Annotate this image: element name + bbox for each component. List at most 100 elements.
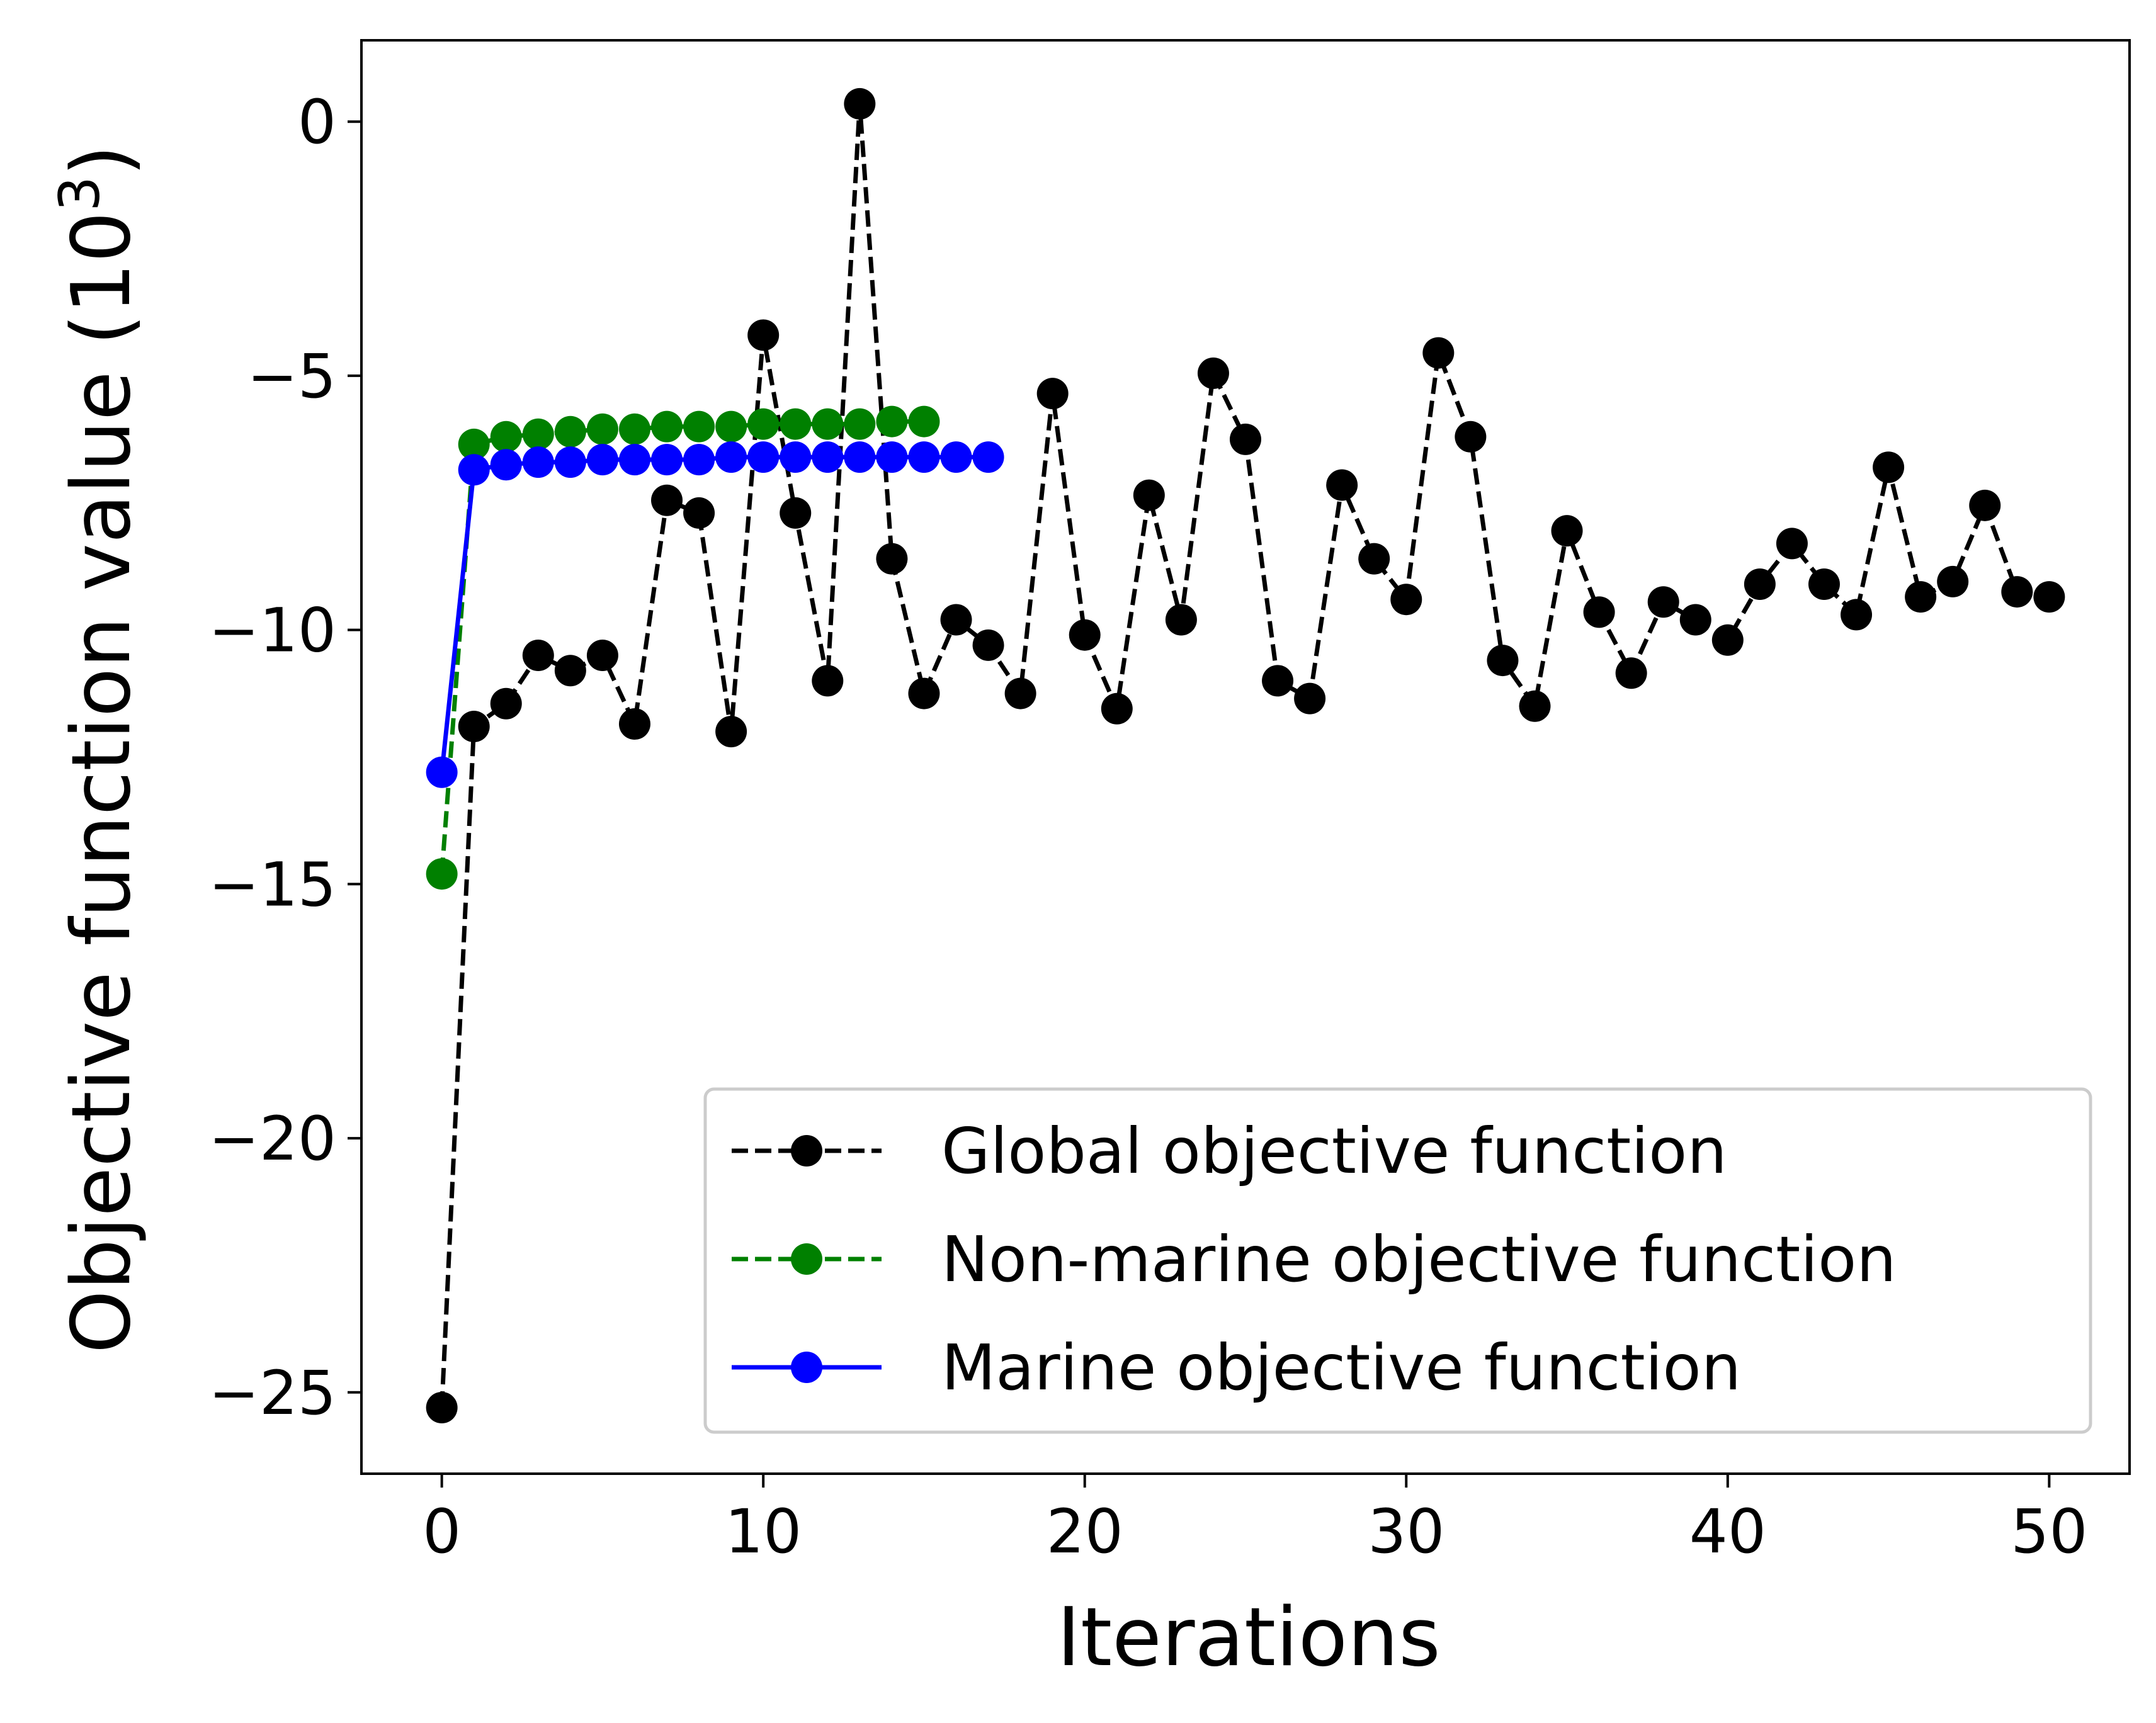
legend-entry: Global objective function	[732, 1114, 1727, 1188]
data-point	[1004, 677, 1036, 709]
data-point	[1969, 489, 2001, 521]
data-point	[844, 441, 876, 473]
y-tick-label: −20	[208, 1104, 336, 1174]
data-point	[780, 441, 812, 473]
data-point	[747, 441, 780, 473]
data-point	[1711, 624, 1744, 656]
data-point	[780, 497, 812, 529]
data-point	[1487, 645, 1519, 677]
data-point	[426, 756, 458, 788]
data-point	[651, 484, 683, 516]
y-tick-label: −25	[208, 1358, 336, 1428]
legend: Global objective function Non-marine obje…	[703, 1087, 2092, 1434]
data-point	[1551, 515, 1583, 547]
y-axis-label-superscript: 3	[47, 176, 112, 212]
data-point	[586, 413, 618, 445]
data-point	[1583, 596, 1615, 628]
data-point	[1262, 665, 1294, 697]
data-point	[490, 687, 522, 720]
x-tick-label: 40	[1689, 1496, 1766, 1567]
data-point	[1101, 692, 1133, 725]
data-point	[683, 497, 715, 529]
data-point	[651, 444, 683, 476]
series-line	[440, 419, 924, 874]
series-2	[426, 405, 940, 890]
data-point	[522, 640, 554, 672]
legend-label: Non-marine objective function	[941, 1223, 1897, 1296]
data-point	[780, 408, 812, 440]
y-tick-label: −15	[208, 849, 336, 920]
y-axis-label-text: Objective function value (10	[55, 212, 149, 1353]
data-point	[522, 418, 554, 450]
data-point	[1165, 604, 1197, 636]
x-axis-ticks: 0 10 20 30 40 50	[423, 1474, 2087, 1567]
data-point	[1937, 565, 1969, 597]
data-point	[554, 446, 586, 478]
data-point	[458, 711, 490, 743]
data-point	[586, 640, 618, 672]
legend-entry: Non-marine objective function	[732, 1223, 1897, 1296]
data-point	[651, 410, 683, 443]
data-point	[618, 413, 650, 445]
data-point	[876, 543, 908, 575]
data-point	[554, 415, 586, 448]
data-point	[908, 405, 940, 438]
legend-entry: Marine objective function	[732, 1331, 1741, 1404]
data-point	[490, 449, 522, 481]
data-point	[940, 604, 972, 636]
data-point	[1422, 337, 1455, 369]
data-point	[683, 410, 715, 443]
y-tick-label: −5	[247, 341, 336, 412]
data-point	[1905, 581, 1937, 613]
data-point	[1358, 543, 1390, 575]
data-point	[618, 708, 650, 740]
data-point	[683, 444, 715, 476]
x-tick-label: 50	[2011, 1496, 2087, 1567]
data-point	[747, 319, 780, 351]
data-point	[1133, 479, 1165, 511]
data-point	[490, 421, 522, 453]
data-point	[2001, 576, 2033, 608]
data-point	[1069, 619, 1101, 651]
data-point	[908, 677, 940, 709]
y-axis-label-close: )	[55, 145, 149, 176]
legend-label: Marine objective function	[941, 1331, 1741, 1404]
data-point	[522, 446, 554, 478]
data-point	[908, 441, 940, 473]
legend-marker	[791, 1352, 822, 1383]
data-point	[1744, 568, 1776, 600]
data-point	[972, 441, 1004, 473]
data-point	[812, 408, 844, 440]
series-3	[426, 441, 1004, 788]
data-point	[1873, 451, 1905, 483]
data-point	[1615, 657, 1647, 689]
y-tick-label: 0	[298, 87, 336, 157]
data-point	[1036, 378, 1069, 410]
x-axis-label: Iterations	[1057, 1591, 1441, 1685]
legend-label: Global objective function	[941, 1114, 1727, 1188]
data-point	[586, 444, 618, 476]
series-1	[426, 88, 2065, 1424]
data-point	[876, 405, 908, 438]
data-point	[1230, 423, 1261, 455]
legend-marker	[791, 1135, 822, 1167]
data-point	[1841, 599, 1873, 631]
data-point	[1519, 690, 1551, 722]
legend-marker	[791, 1243, 822, 1275]
legend-box	[703, 1087, 2092, 1434]
data-point	[426, 858, 458, 890]
plot-area	[426, 88, 2065, 1424]
data-point	[715, 716, 747, 748]
data-point	[1808, 568, 1840, 600]
data-point	[1294, 682, 1326, 715]
data-point	[876, 441, 908, 473]
x-tick-label: 0	[423, 1496, 461, 1567]
data-point	[715, 441, 747, 473]
data-point	[618, 444, 650, 476]
data-point	[1455, 421, 1487, 453]
data-point	[426, 1392, 458, 1424]
data-point	[1390, 584, 1422, 616]
data-point	[1197, 357, 1229, 389]
